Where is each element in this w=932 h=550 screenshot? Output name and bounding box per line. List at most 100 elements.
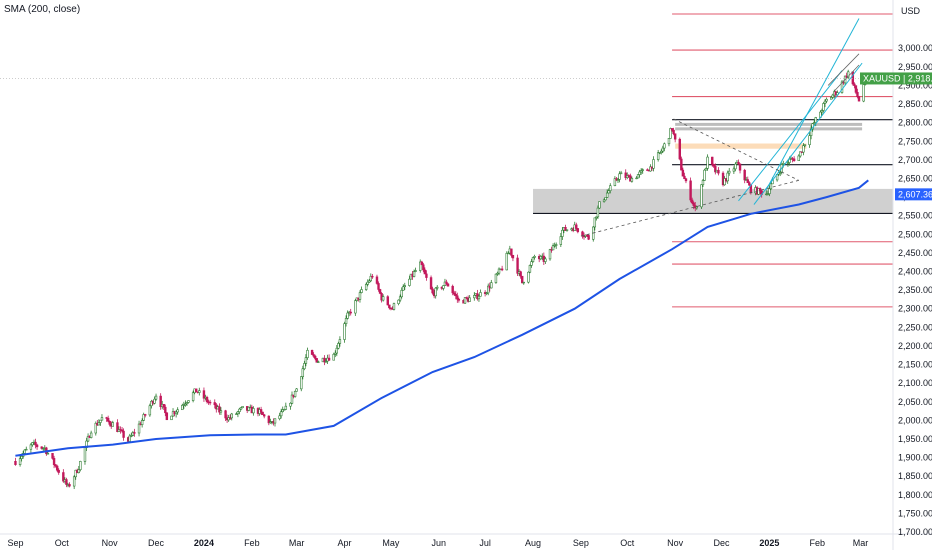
candle-body	[400, 289, 403, 298]
candle-body	[704, 168, 708, 171]
candle-body	[607, 190, 610, 194]
x-tick-label: 2024	[194, 538, 214, 548]
grey-band	[675, 122, 863, 126]
candle-body	[511, 255, 515, 259]
candle-body	[128, 435, 131, 442]
candle-body	[162, 403, 165, 408]
y-tick-label: 2,850.00	[898, 99, 932, 109]
wedge-line	[827, 53, 860, 86]
candle-body	[814, 117, 817, 123]
candle-body	[803, 144, 807, 146]
candle-body	[420, 261, 423, 266]
candle-body	[403, 285, 406, 288]
x-tick-label: May	[382, 538, 400, 548]
candle-body	[208, 401, 212, 404]
y-tick-label: 2,150.00	[898, 360, 932, 370]
candle-body	[706, 156, 709, 169]
candle-body	[830, 97, 833, 100]
candle-body	[565, 229, 569, 231]
candle-body	[153, 398, 156, 404]
candle-body	[142, 414, 145, 421]
y-tick-label: 1,750.00	[898, 508, 932, 518]
candle-body	[344, 318, 348, 324]
candle-body	[737, 161, 740, 165]
candle-body	[711, 156, 714, 165]
candle-body	[799, 151, 802, 157]
candle-body	[595, 216, 598, 219]
candle-body	[423, 269, 427, 275]
candle-body	[130, 435, 133, 437]
candle-body	[656, 152, 660, 160]
candle-body	[300, 376, 303, 390]
candle-body	[388, 304, 391, 309]
candle-body	[303, 363, 306, 370]
candle-body	[792, 158, 796, 161]
candle-body	[689, 180, 692, 201]
y-tick-label: 2,200.00	[898, 341, 932, 351]
candle-body	[825, 98, 828, 102]
y-tick-label: 2,700.00	[898, 155, 932, 165]
y-tick-label: 2,750.00	[898, 136, 932, 146]
candle-body	[516, 257, 519, 274]
candle-body	[100, 417, 104, 421]
candle-body	[55, 465, 59, 471]
candle-body	[230, 413, 233, 419]
candle-body	[598, 201, 601, 209]
candle-body	[728, 170, 731, 174]
candle-body	[442, 285, 445, 289]
candle-body	[490, 282, 493, 289]
x-tick-label: Oct	[55, 538, 70, 548]
candle-body	[312, 354, 315, 357]
candle-body	[684, 178, 688, 182]
x-tick-label: Sep	[573, 538, 589, 548]
candle-body	[593, 217, 597, 228]
candle-body	[463, 297, 467, 304]
orange-zone	[675, 143, 807, 149]
candle-body	[386, 296, 389, 306]
candle-body	[539, 256, 542, 260]
candle-body	[670, 128, 674, 131]
candle-body	[712, 164, 715, 167]
candle-body	[317, 361, 320, 363]
y-tick-label: 2,800.00	[898, 118, 932, 128]
candle-body	[120, 429, 124, 432]
sma-200-line	[15, 179, 869, 457]
candle-body	[609, 185, 612, 191]
candle-body	[854, 85, 858, 93]
candle-body	[856, 92, 859, 98]
candle-body	[122, 430, 125, 438]
candle-body	[184, 403, 187, 406]
candle-body	[187, 400, 190, 403]
candle-body	[813, 122, 816, 124]
candle-body	[757, 188, 760, 195]
y-tick-label: 1,900.00	[898, 453, 932, 463]
candle-body	[315, 358, 318, 363]
candle-body	[533, 256, 536, 258]
candle-body	[343, 323, 346, 340]
triangle-line	[673, 118, 799, 181]
candle-body	[746, 179, 749, 184]
candle-body	[174, 411, 178, 415]
candle-body	[176, 409, 179, 413]
candle-body	[281, 409, 284, 413]
candle-body	[652, 159, 655, 169]
candle-body	[630, 178, 634, 182]
candle-body	[346, 312, 349, 319]
y-tick-label: 2,100.00	[898, 378, 932, 388]
candle-body	[159, 395, 162, 408]
candle-body	[335, 347, 339, 354]
candle-body	[862, 84, 865, 102]
candle-body	[360, 289, 363, 293]
candle-body	[304, 357, 308, 364]
y-tick-label: 2,000.00	[898, 415, 932, 425]
x-tick-label: Feb	[810, 538, 826, 548]
candle-body	[224, 410, 227, 419]
y-tick-label: 1,950.00	[898, 434, 932, 444]
candle-body	[853, 83, 856, 86]
candle-body	[133, 432, 136, 434]
y-tick-label: 1,700.00	[898, 527, 932, 537]
candle-body	[500, 268, 504, 271]
candle-body	[714, 165, 717, 173]
candle-body	[261, 411, 264, 416]
